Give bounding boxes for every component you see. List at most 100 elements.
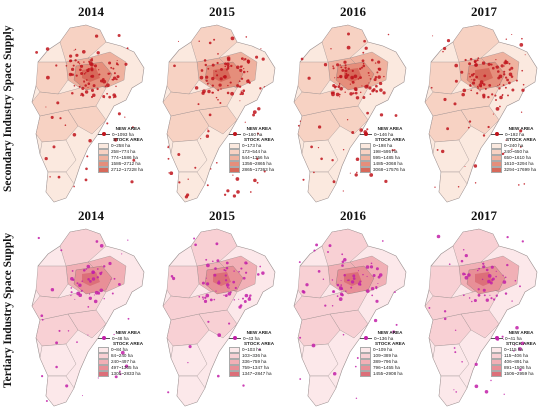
- new-area-dot: [215, 290, 217, 292]
- new-area-dot: [511, 88, 515, 92]
- new-area-dot: [455, 391, 458, 393]
- new-area-dot: [256, 132, 260, 135]
- new-area-dot: [471, 81, 476, 85]
- new-area-dot: [430, 86, 433, 89]
- new-area-dot: [99, 273, 102, 276]
- new-area-dot: [298, 261, 301, 264]
- legend-stock-range: 0~109 ha: [373, 346, 393, 352]
- new-area-dot: [96, 268, 99, 270]
- legend-stock-range: 774~1586 ha: [111, 154, 138, 160]
- legend-new-area-row: 0~48 ha: [98, 336, 158, 342]
- new-area-dot: [453, 389, 455, 391]
- new-area-dot: [462, 294, 465, 297]
- core-center: [213, 68, 231, 82]
- legend-stock-range: 1356~2865 ha: [242, 160, 272, 166]
- new-area-dot: [344, 64, 347, 67]
- region-map: [31, 24, 145, 203]
- year-title: 2017: [471, 208, 497, 223]
- new-area-dot: [368, 75, 370, 77]
- new-area-dot: [206, 82, 209, 85]
- new-area-dot: [224, 65, 227, 68]
- new-area-dot: [94, 290, 99, 295]
- new-area-dot: [205, 293, 210, 298]
- new-area-dot: [378, 81, 383, 86]
- new-area-dot: [521, 69, 524, 72]
- new-area-dot: [363, 39, 366, 43]
- legend-stock-area-header: STOCK AREA: [374, 341, 406, 347]
- new-area-dot: [361, 59, 365, 63]
- new-area-dot: [352, 277, 356, 280]
- new-area-dot: [106, 83, 110, 88]
- new-area-dot: [211, 260, 214, 263]
- district-area: [176, 375, 206, 407]
- new-area-dot: [87, 334, 89, 336]
- legend-swatch: [98, 160, 109, 167]
- new-area-dot: [511, 300, 513, 302]
- new-area-dot: [99, 288, 104, 293]
- legend-stock-area-header: STOCK AREA: [112, 341, 144, 347]
- new-area-dot: [238, 305, 242, 309]
- new-area-dot: [209, 298, 213, 302]
- legend-stock-range: 240~497 ha: [111, 358, 136, 364]
- new-area-dot: [65, 64, 68, 67]
- new-area-dot: [115, 85, 117, 88]
- new-area-dot: [503, 338, 505, 340]
- new-area-dot: [235, 177, 240, 181]
- map-legend: NEW AREA 0~160 ha STOCK AREA 0~173 ha 173~54…: [229, 126, 289, 173]
- new-area-dot: [220, 67, 223, 71]
- new-area-dot: [524, 54, 526, 56]
- legend-new-area-range: 0~43 ha: [243, 335, 260, 341]
- new-area-dot: [79, 68, 82, 72]
- new-area-dot: [354, 173, 358, 177]
- new-area-dot: [476, 59, 479, 62]
- legend-swatch: [98, 364, 109, 371]
- legend-stock-range: 0~115 ha: [504, 346, 523, 352]
- new-area-dot: [88, 296, 92, 300]
- legend-stock-range: 1610~3294 ha: [504, 160, 534, 166]
- new-area-dot: [481, 61, 486, 65]
- legend-swatch: [491, 160, 502, 167]
- new-area-dot: [227, 65, 230, 68]
- new-area-dot: [336, 295, 339, 297]
- new-area-dot: [216, 374, 220, 378]
- new-area-dot: [448, 263, 451, 266]
- new-area-dot: [495, 65, 499, 69]
- new-area-dot: [515, 79, 518, 82]
- new-area-dot: [479, 85, 483, 88]
- new-area-dot: [370, 58, 374, 62]
- new-area-dot: [217, 89, 220, 92]
- new-area-dot: [58, 329, 61, 332]
- new-area-dot: [219, 77, 223, 81]
- new-area-dot: [337, 85, 341, 89]
- new-area-dot: [248, 81, 251, 84]
- new-area-dot: [81, 49, 86, 54]
- new-area-dot: [82, 268, 86, 272]
- new-area-dot: [341, 293, 344, 297]
- legend-stock-range: 115~406 ha: [504, 352, 529, 358]
- new-area-dot: [508, 62, 511, 65]
- new-area-dot: [356, 171, 358, 174]
- legend-stock-item: 1305~2833 ha: [98, 370, 158, 377]
- legend-new-area-row: 0~41 ha: [491, 336, 550, 342]
- legend-stock-item: 759~1347 ha: [229, 364, 289, 371]
- new-area-dot: [510, 75, 514, 78]
- district-area: [59, 228, 107, 267]
- new-area-dot: [216, 74, 219, 77]
- new-area-dot: [81, 93, 85, 97]
- new-area-dot: [202, 298, 205, 300]
- new-area-dot: [331, 305, 334, 307]
- new-area-dot: [504, 292, 508, 295]
- new-area-dot: [215, 242, 219, 246]
- district-area: [176, 171, 206, 203]
- new-area-dot: [90, 58, 94, 62]
- new-area-dot: [476, 85, 479, 88]
- new-area-dot: [497, 84, 499, 87]
- new-area-dot: [236, 190, 240, 194]
- legend-stock-range: 650~1610 ha: [504, 154, 531, 160]
- legend-stock-range: 258~774 ha: [111, 148, 136, 154]
- legend-swatch: [491, 148, 502, 155]
- legend-new-area-range: 0~192 ha: [505, 131, 525, 137]
- legend-new-area-range: 0~48 ha: [112, 335, 129, 341]
- new-area-dot: [500, 64, 504, 68]
- district-area: [452, 24, 500, 63]
